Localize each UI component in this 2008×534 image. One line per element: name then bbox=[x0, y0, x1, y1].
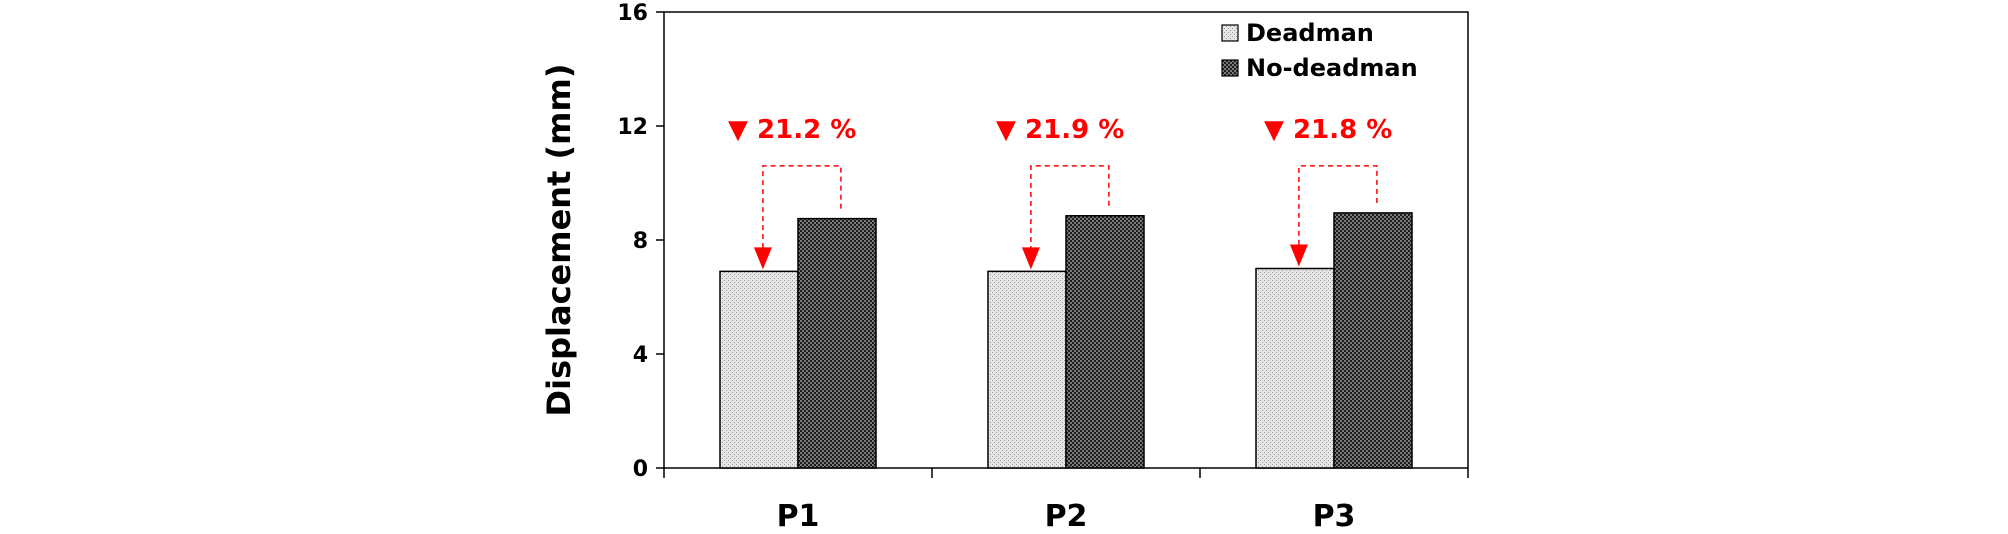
x-category-label: P2 bbox=[1045, 499, 1088, 530]
bar-no-deadman-p2 bbox=[1065, 215, 1145, 469]
legend-label-no-deadman: No-deadman bbox=[1246, 54, 1418, 82]
legend-swatch-no-deadman bbox=[1221, 59, 1239, 77]
reduction-label: ▼ 21.2 % bbox=[728, 115, 856, 145]
bar-deadman-p3 bbox=[1255, 267, 1335, 469]
x-category-label: P1 bbox=[777, 499, 820, 530]
reduction-connector bbox=[1030, 165, 1110, 250]
reduction-connector bbox=[1298, 165, 1378, 247]
reduction-arrowhead bbox=[1289, 244, 1308, 267]
x-category-label: P3 bbox=[1313, 499, 1356, 530]
y-tick-label: 16 bbox=[617, 1, 648, 26]
reduction-connector bbox=[762, 165, 842, 250]
y-tick-label: 4 bbox=[633, 343, 648, 368]
reduction-arrowhead bbox=[1021, 247, 1040, 270]
legend-swatch-deadman bbox=[1221, 24, 1239, 42]
y-tick-label: 8 bbox=[633, 229, 648, 254]
y-tick-label: 0 bbox=[633, 457, 648, 482]
bar-deadman-p1 bbox=[719, 270, 799, 469]
reduction-label: ▼ 21.9 % bbox=[996, 115, 1124, 145]
y-axis-title: Displacement (mm) bbox=[540, 64, 578, 417]
legend-label-deadman: Deadman bbox=[1246, 19, 1374, 47]
bar-deadman-p2 bbox=[987, 270, 1067, 469]
reduction-label: ▼ 21.8 % bbox=[1264, 115, 1392, 145]
bar-no-deadman-p1 bbox=[797, 217, 877, 469]
reduction-arrowhead bbox=[753, 247, 772, 270]
plot-area: 0 4 8 12 16 Displacement (mm) P1 ▼ 21.2 % P2 ▼ 21… bbox=[540, 1, 1469, 534]
bar-no-deadman-p3 bbox=[1333, 212, 1413, 469]
y-tick-label: 12 bbox=[617, 115, 648, 140]
